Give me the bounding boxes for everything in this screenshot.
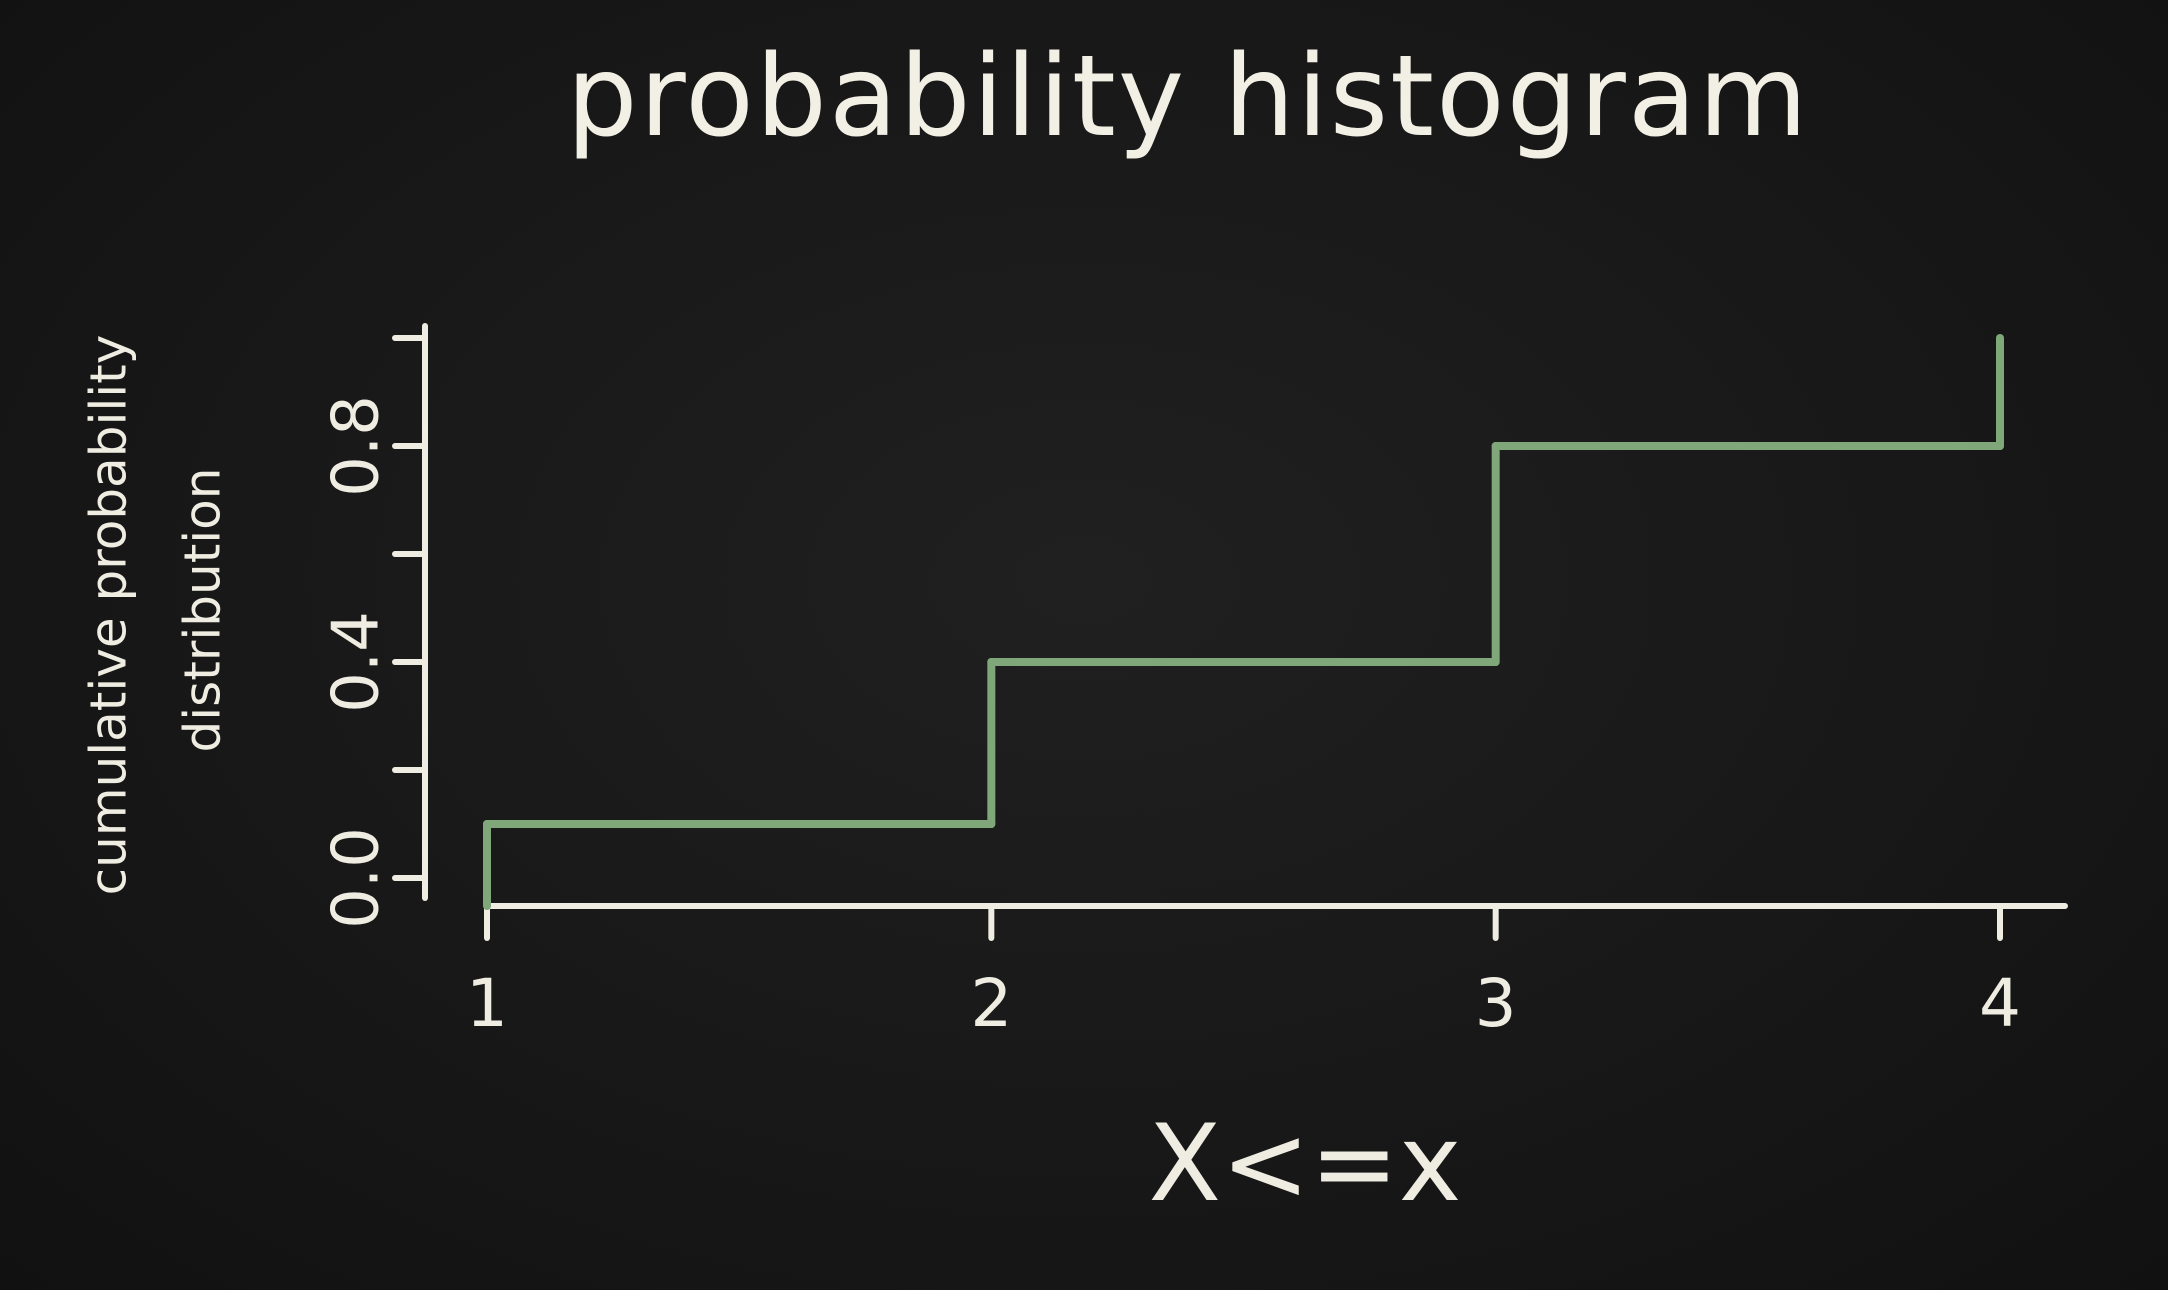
x-axis-ticks: 1 2 3 4 bbox=[466, 903, 2021, 1042]
x-tick-label: 4 bbox=[1979, 965, 2021, 1042]
y-tick-label: 0.0 bbox=[319, 827, 393, 929]
y-axis-label-line: cumulative probability bbox=[80, 335, 138, 896]
x-tick-label: 2 bbox=[970, 965, 1012, 1042]
step-series bbox=[483, 334, 2004, 910]
y-axis-label: cumulative probability distribution bbox=[80, 335, 232, 896]
x-tick-label: 3 bbox=[1475, 965, 1517, 1042]
chart-title: probability histogram bbox=[567, 32, 1810, 162]
y-axis-label-line: distribution bbox=[174, 468, 232, 753]
y-tick-label: 0.8 bbox=[319, 395, 393, 497]
axes bbox=[422, 323, 2068, 909]
x-axis-label: X<=x bbox=[1149, 1102, 1462, 1225]
x-tick-label: 1 bbox=[466, 965, 508, 1042]
y-axis-ticks: 0.0 0.4 0.8 bbox=[319, 335, 428, 929]
y-tick-label: 0.4 bbox=[319, 611, 393, 713]
